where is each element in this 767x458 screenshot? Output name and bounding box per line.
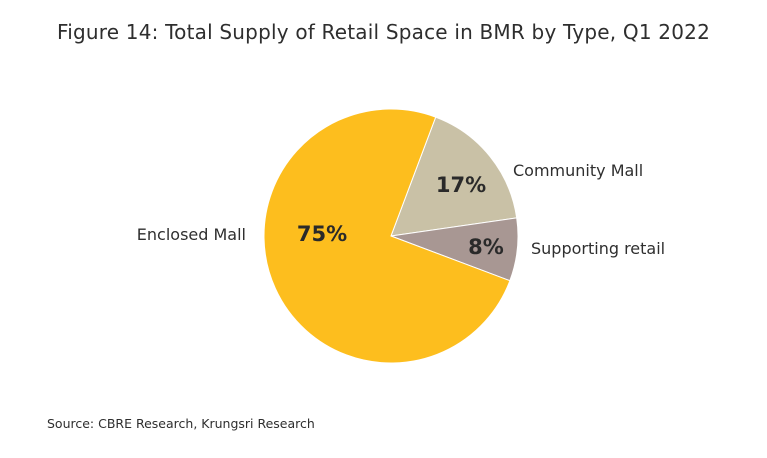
source-note: Source: CBRE Research, Krungsri Research: [47, 416, 315, 431]
pie-slice-community-mall: [390, 116, 518, 237]
chart-title: Figure 14: Total Supply of Retail Space …: [56, 20, 711, 44]
pie-percent-label: 17%: [436, 173, 486, 197]
pie-percent-label: 8%: [468, 235, 504, 259]
pie-category-label: Enclosed Mall: [137, 225, 246, 244]
pie-category-label: Community Mall: [513, 161, 643, 180]
pie-slice-enclosed-mall: [263, 108, 511, 364]
pie-labels: 17% Community Mall 8% Supporting retail 75% E…: [137, 161, 665, 259]
pie-category-label: Supporting retail: [531, 239, 665, 258]
pie-slices: [263, 108, 519, 364]
pie-percent-label: 75%: [297, 222, 347, 246]
